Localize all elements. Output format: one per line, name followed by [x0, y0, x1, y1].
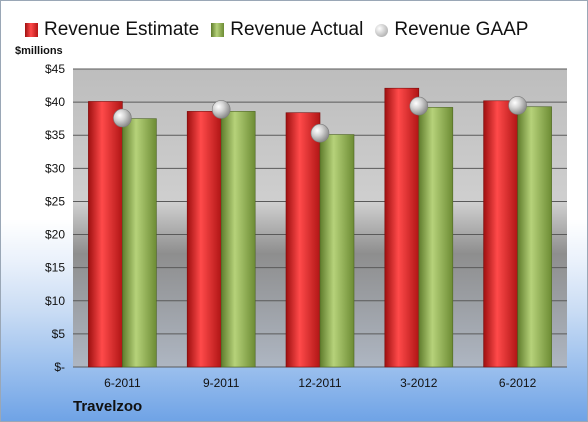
legend-swatch-revenue-gaap [375, 23, 389, 37]
revenue-actual-bar [122, 118, 157, 368]
y-tick-label: $- [54, 360, 65, 374]
company-name: Travelzoo [73, 398, 143, 415]
x-tick-label: 6-2011 [104, 376, 141, 390]
bars [88, 87, 552, 368]
y-tick-label: $10 [45, 294, 65, 308]
legend: Revenue Estimate Revenue Actual Revenue … [25, 11, 528, 49]
x-tick-label: 3-2012 [400, 376, 438, 390]
y-axis-unit-label: $millions [15, 45, 63, 57]
legend-item-revenue-gaap: Revenue GAAP [375, 19, 528, 41]
y-axis-ticks: $- $5 $10 $15 $20 $25 $30 $35 $40 $45 [45, 62, 65, 374]
y-tick-label: $30 [45, 161, 65, 175]
y-tick-label: $15 [45, 261, 65, 275]
y-tick-label: $35 [45, 128, 65, 142]
x-axis-ticks: 6-2011 9-2011 12-2011 3-2012 6-2012 [104, 376, 536, 390]
revenue-gaap-marker [508, 96, 527, 115]
x-tick-label: 6-2012 [499, 376, 537, 390]
y-tick-label: $25 [45, 194, 65, 208]
y-tick-label: $20 [45, 228, 65, 242]
revenue-estimate-bar [285, 112, 321, 368]
legend-swatch-revenue-estimate [25, 23, 38, 37]
revenue-estimate-bar [483, 100, 518, 368]
revenue-actual-bar [418, 107, 454, 368]
y-tick-label: $40 [45, 95, 65, 109]
revenue-actual-bar [220, 111, 256, 368]
legend-label-revenue-gaap: Revenue GAAP [394, 19, 529, 40]
legend-swatch-revenue-actual [211, 23, 225, 37]
x-tick-label: 9-2011 [203, 376, 240, 390]
revenue-actual-bar [517, 106, 552, 368]
revenue-gaap-marker [310, 123, 330, 143]
legend-label-revenue-estimate: Revenue Estimate [44, 19, 200, 40]
revenue-gaap-marker [211, 100, 231, 119]
legend-item-revenue-estimate: Revenue Estimate [25, 19, 199, 41]
revenue-actual-bar [319, 134, 355, 368]
legend-item-revenue-actual: Revenue Actual [211, 19, 363, 41]
legend-label-revenue-actual: Revenue Actual [230, 19, 364, 40]
revenue-estimate-bar [384, 87, 420, 368]
revenue-gaap-marker [113, 108, 132, 128]
y-tick-label: $45 [45, 62, 65, 76]
y-tick-label: $5 [52, 327, 66, 341]
revenue-gaap-marker [409, 96, 429, 116]
revenue-estimate-bar [186, 111, 222, 368]
x-tick-label: 12-2011 [298, 376, 341, 390]
gaap-markers [113, 96, 527, 143]
revenue-estimate-bar [88, 101, 123, 368]
